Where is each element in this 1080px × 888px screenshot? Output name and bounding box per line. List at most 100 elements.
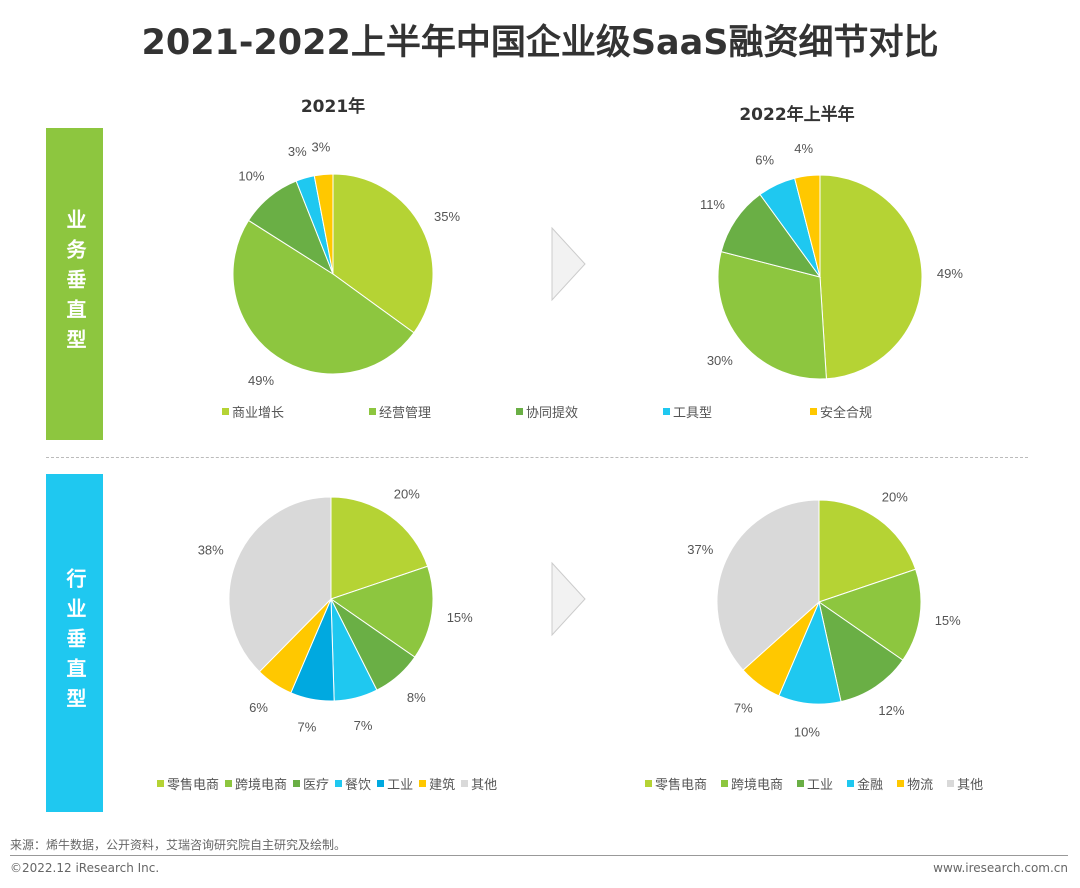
- pie-slice-其他: [228, 496, 332, 673]
- arrow-icon: [551, 561, 586, 637]
- page-title: 2021-2022上半年中国企业级SaaS融资细节对比: [141, 23, 939, 63]
- legend-swatch: [897, 780, 905, 787]
- legend-item: 零售电商: [645, 774, 707, 793]
- legend-swatch: [947, 780, 955, 787]
- chart-title-2022h1: 2022年上半年: [739, 105, 855, 125]
- pie-slice-零售电商: [330, 496, 429, 600]
- legend-item: 安全合规: [810, 402, 957, 421]
- legend-item: 建筑: [419, 774, 455, 793]
- row-label-text: 行业垂直型: [63, 568, 87, 718]
- chart-title-2021: 2021年: [300, 97, 366, 117]
- legend-swatch: [516, 408, 523, 415]
- pie-slice-跨境电商: [817, 568, 922, 661]
- footer-divider: [10, 855, 1068, 856]
- data-label: 49%: [937, 266, 963, 281]
- data-label: 49%: [248, 373, 274, 388]
- row-label-industry: 行业垂直型: [46, 474, 103, 812]
- legend-label: 安全合规: [820, 406, 873, 421]
- pie-slice-商业增长: [819, 174, 923, 380]
- divider: [46, 457, 1028, 458]
- data-label: 20%: [394, 486, 420, 501]
- legend-item: 跨境电商: [721, 774, 783, 793]
- legend-label: 跨境电商: [235, 778, 288, 793]
- legend-label: 协同提效: [526, 406, 579, 421]
- legend-label: 工业: [387, 778, 414, 793]
- legend-label: 建筑: [429, 778, 456, 793]
- legend-swatch: [645, 780, 652, 787]
- legend-swatch: [663, 408, 670, 415]
- legend-swatch: [419, 780, 427, 787]
- legend-swatch: [847, 780, 855, 787]
- legend-label: 跨境电商: [731, 778, 784, 793]
- data-label: 35%: [434, 209, 460, 224]
- legend-item: 零售电商: [157, 774, 219, 793]
- legend-label: 工具型: [673, 406, 713, 421]
- legend-industry-2021: 零售电商 跨境电商 医疗 餐饮 工业 建筑 其他: [157, 774, 497, 793]
- data-label: 7%: [297, 720, 316, 735]
- legend-swatch: [369, 408, 376, 415]
- data-label: 8%: [407, 690, 426, 705]
- data-label: 7%: [734, 701, 753, 716]
- legend-label: 工业: [807, 778, 834, 793]
- legend-label: 零售电商: [655, 778, 708, 793]
- legend-swatch: [797, 780, 805, 787]
- data-label: 6%: [249, 700, 268, 715]
- pie-slice-零售电商: [818, 499, 917, 603]
- legend-item: 跨境电商: [225, 774, 287, 793]
- legend-item: 医疗: [293, 774, 329, 793]
- legend-item: 协同提效: [516, 402, 663, 421]
- data-label: 30%: [707, 353, 733, 368]
- row-label-text: 业务垂直型: [63, 209, 87, 359]
- legend-item: 工业: [797, 774, 833, 793]
- legend-label: 物流: [907, 778, 934, 793]
- data-label: 3%: [288, 144, 307, 159]
- pie-slice-安全合规: [313, 173, 334, 275]
- legend-label: 经营管理: [379, 406, 432, 421]
- legend-swatch: [721, 780, 729, 787]
- legend-swatch: [461, 780, 469, 787]
- legend-item: 餐饮: [335, 774, 371, 793]
- data-label: 20%: [882, 489, 908, 504]
- data-label: 3%: [312, 140, 331, 155]
- data-label: 10%: [238, 168, 264, 183]
- arrow-icon: [551, 226, 586, 302]
- legend-label: 商业增长: [232, 406, 285, 421]
- pie-slice-工业: [818, 600, 904, 703]
- legend-label: 零售电商: [167, 778, 220, 793]
- legend-label: 金融: [857, 778, 884, 793]
- legend-item: 金融: [847, 774, 883, 793]
- legend-item: 工具型: [663, 402, 810, 421]
- pie-slice-经营管理: [232, 219, 415, 375]
- pie-slice-其他: [716, 499, 820, 671]
- pie-slice-协同提效: [720, 193, 822, 278]
- data-label: 4%: [794, 141, 813, 156]
- website-url: www.iresearch.com.cn: [933, 861, 1068, 875]
- legend-swatch: [293, 780, 301, 787]
- data-label: 7%: [354, 718, 373, 733]
- data-label: 37%: [687, 542, 713, 557]
- pie-slice-安全合规: [794, 174, 821, 278]
- legend-swatch: [810, 408, 817, 415]
- legend-item: 经营管理: [369, 402, 516, 421]
- legend-swatch: [225, 780, 233, 787]
- legend-label: 餐饮: [345, 778, 372, 793]
- legend-item: 工业: [377, 774, 413, 793]
- data-label: 12%: [878, 703, 904, 718]
- source-note: 来源：烯牛数据，公开资料，艾瑞咨询研究院自主研究及绘制。: [10, 838, 347, 852]
- pie-slice-跨境电商: [329, 565, 434, 658]
- legend-industry-2022: 零售电商 跨境电商 工业 金融 物流 其他: [645, 774, 983, 793]
- legend-item: 物流: [897, 774, 933, 793]
- data-label: 38%: [198, 543, 224, 558]
- legend-label: 其他: [957, 778, 984, 793]
- data-label: 11%: [700, 197, 725, 212]
- pie-slice-商业增长: [332, 173, 434, 334]
- data-label: 10%: [794, 724, 820, 739]
- legend-label: 其他: [471, 778, 498, 793]
- copyright: ©2022.12 iResearch Inc.: [10, 861, 160, 875]
- data-label: 6%: [755, 152, 774, 167]
- legend-swatch: [222, 408, 229, 415]
- legend-swatch: [377, 780, 385, 787]
- data-label: 15%: [935, 613, 961, 628]
